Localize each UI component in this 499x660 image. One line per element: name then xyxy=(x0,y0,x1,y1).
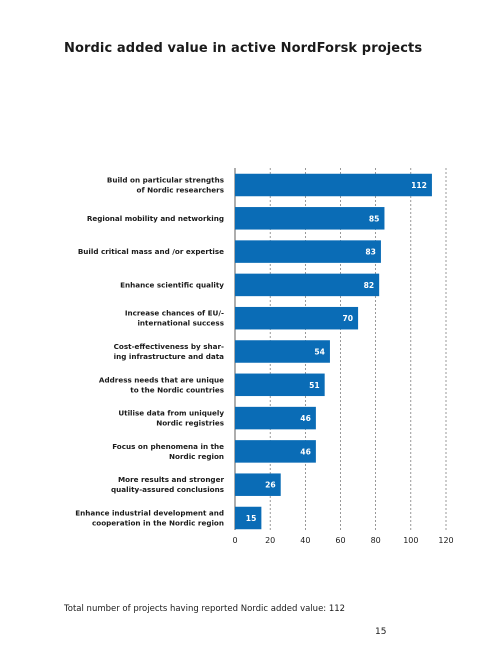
data-label: 15 xyxy=(246,514,257,523)
x-tick-label: 120 xyxy=(438,536,453,545)
category-label-line: Nordic registries xyxy=(156,419,224,428)
category-label-line: Build on particular strengths xyxy=(107,176,224,185)
category-label-line: Build critical mass and /or expertise xyxy=(78,247,224,256)
category-label-line: quality-assured conclusions xyxy=(111,485,224,494)
category-label-line: Increase chances of EU/- xyxy=(125,309,224,318)
x-tick-label: 60 xyxy=(335,536,345,545)
data-label: 26 xyxy=(265,481,276,490)
category-label-line: Cost-effectiveness by shar- xyxy=(114,342,224,351)
data-label: 46 xyxy=(300,414,311,423)
data-label: 82 xyxy=(364,281,375,290)
category-label-line: Utilise data from uniquely xyxy=(118,409,224,418)
bar xyxy=(235,506,262,530)
data-label: 51 xyxy=(309,381,320,390)
bar xyxy=(235,306,359,330)
bar xyxy=(235,473,281,496)
x-tick-label: 80 xyxy=(371,536,381,545)
category-label-line: of Nordic researchers xyxy=(137,186,224,195)
footnote: Total number of projects having reported… xyxy=(64,604,346,614)
category-label: Enhance scientific quality xyxy=(120,280,224,289)
category-label-line: international success xyxy=(137,319,224,328)
data-label: 54 xyxy=(314,348,325,357)
category-label: Build critical mass and /or expertise xyxy=(78,247,224,256)
data-label: 83 xyxy=(365,248,376,257)
category-label-line: cooperation in the Nordic region xyxy=(92,519,224,528)
page-title: Nordic added value in active NordForsk p… xyxy=(64,41,423,56)
x-tick-label: 100 xyxy=(403,536,418,545)
x-tick-label: 0 xyxy=(232,536,237,545)
bar xyxy=(235,440,316,463)
category-label: Regional mobility and networking xyxy=(87,214,224,223)
category-label-line: Nordic region xyxy=(169,452,224,461)
category-label: Focus on phenomena in the Nordic region xyxy=(112,442,224,461)
x-tick-label: 20 xyxy=(265,536,275,545)
category-label-line: Regional mobility and networking xyxy=(87,214,224,223)
bar xyxy=(235,340,330,363)
bar xyxy=(235,173,432,197)
data-label: 46 xyxy=(300,447,311,456)
category-label: Increase chances of EU/-international su… xyxy=(125,309,224,328)
category-label-line: Enhance scientific quality xyxy=(120,280,224,289)
category-label-line: Enhance industrial development and xyxy=(75,509,224,518)
category-label-line: Address needs that are unique xyxy=(99,375,224,384)
category-label: Utilise data from uniquely Nordic registr… xyxy=(118,409,224,428)
bar xyxy=(235,373,325,397)
category-label: Address needs that are unique to the Nord… xyxy=(99,375,224,394)
category-label: More results and stronger quality-assured… xyxy=(111,475,224,494)
x-tick-label: 40 xyxy=(300,536,310,545)
category-label: Build on particular strengths of Nordic r… xyxy=(107,176,224,195)
category-label: Cost-effectiveness by shar-ing infrastru… xyxy=(114,342,225,361)
bar xyxy=(235,207,385,230)
category-label-line: Focus on phenomena in the xyxy=(112,442,224,451)
page-number: 15 xyxy=(375,627,387,637)
bar xyxy=(235,406,316,430)
category-label-line: to the Nordic countries xyxy=(130,385,224,394)
data-label: 112 xyxy=(411,181,427,190)
category-label: Enhance industrial development and cooper… xyxy=(75,509,224,528)
bar xyxy=(235,240,381,263)
category-label-line: More results and stronger xyxy=(118,475,224,484)
category-label-line: ing infrastructure and data xyxy=(114,352,224,361)
data-label: 85 xyxy=(369,214,380,223)
bar xyxy=(235,273,380,297)
data-label: 70 xyxy=(343,314,354,323)
